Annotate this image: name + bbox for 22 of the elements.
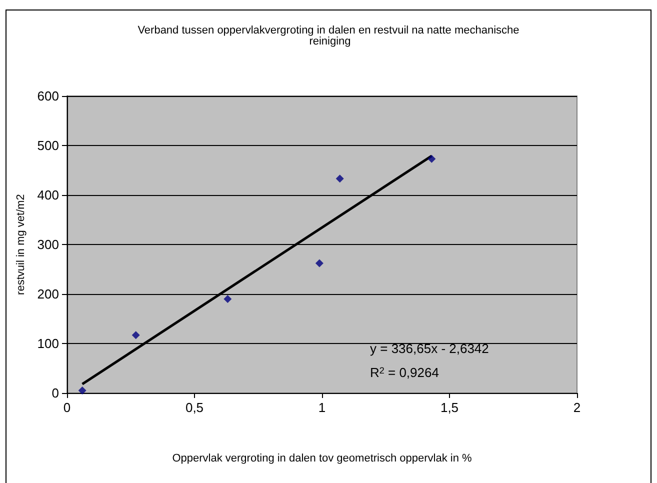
x-tick-label: 1 [318, 400, 326, 415]
y-tick-label: 400 [37, 188, 59, 202]
point [132, 331, 140, 340]
y-tick-label: 500 [37, 138, 59, 153]
y-tick-label: 600 [37, 88, 59, 104]
point [78, 386, 86, 395]
point [315, 259, 324, 268]
y-tick-label: 100 [37, 336, 59, 351]
y-tick-label: 0 [52, 386, 59, 400]
x-tick-label: 0 [63, 400, 71, 415]
x-tick-label: 1,5 [440, 400, 459, 415]
y-tick-label: 300 [37, 237, 59, 252]
x-axis-title: Oppervlak vergroting in dalen tov geometrisch oppervlak in % [172, 452, 472, 464]
y-axis-title: restvuil in mg vet/m2 [14, 194, 27, 295]
point [224, 294, 232, 303]
x-tick-label: 2 [573, 400, 581, 415]
y-tick-label: 200 [37, 286, 59, 302]
annotation: y = 336,65x - 2,6342 [370, 341, 489, 356]
point [336, 174, 344, 183]
point [428, 154, 436, 163]
x-tick-label: 0,5 [185, 400, 204, 415]
chart-title: Verband tussen oppervlakvergroting in dalen en restvuil na natte mechanische reiniging [138, 24, 522, 48]
